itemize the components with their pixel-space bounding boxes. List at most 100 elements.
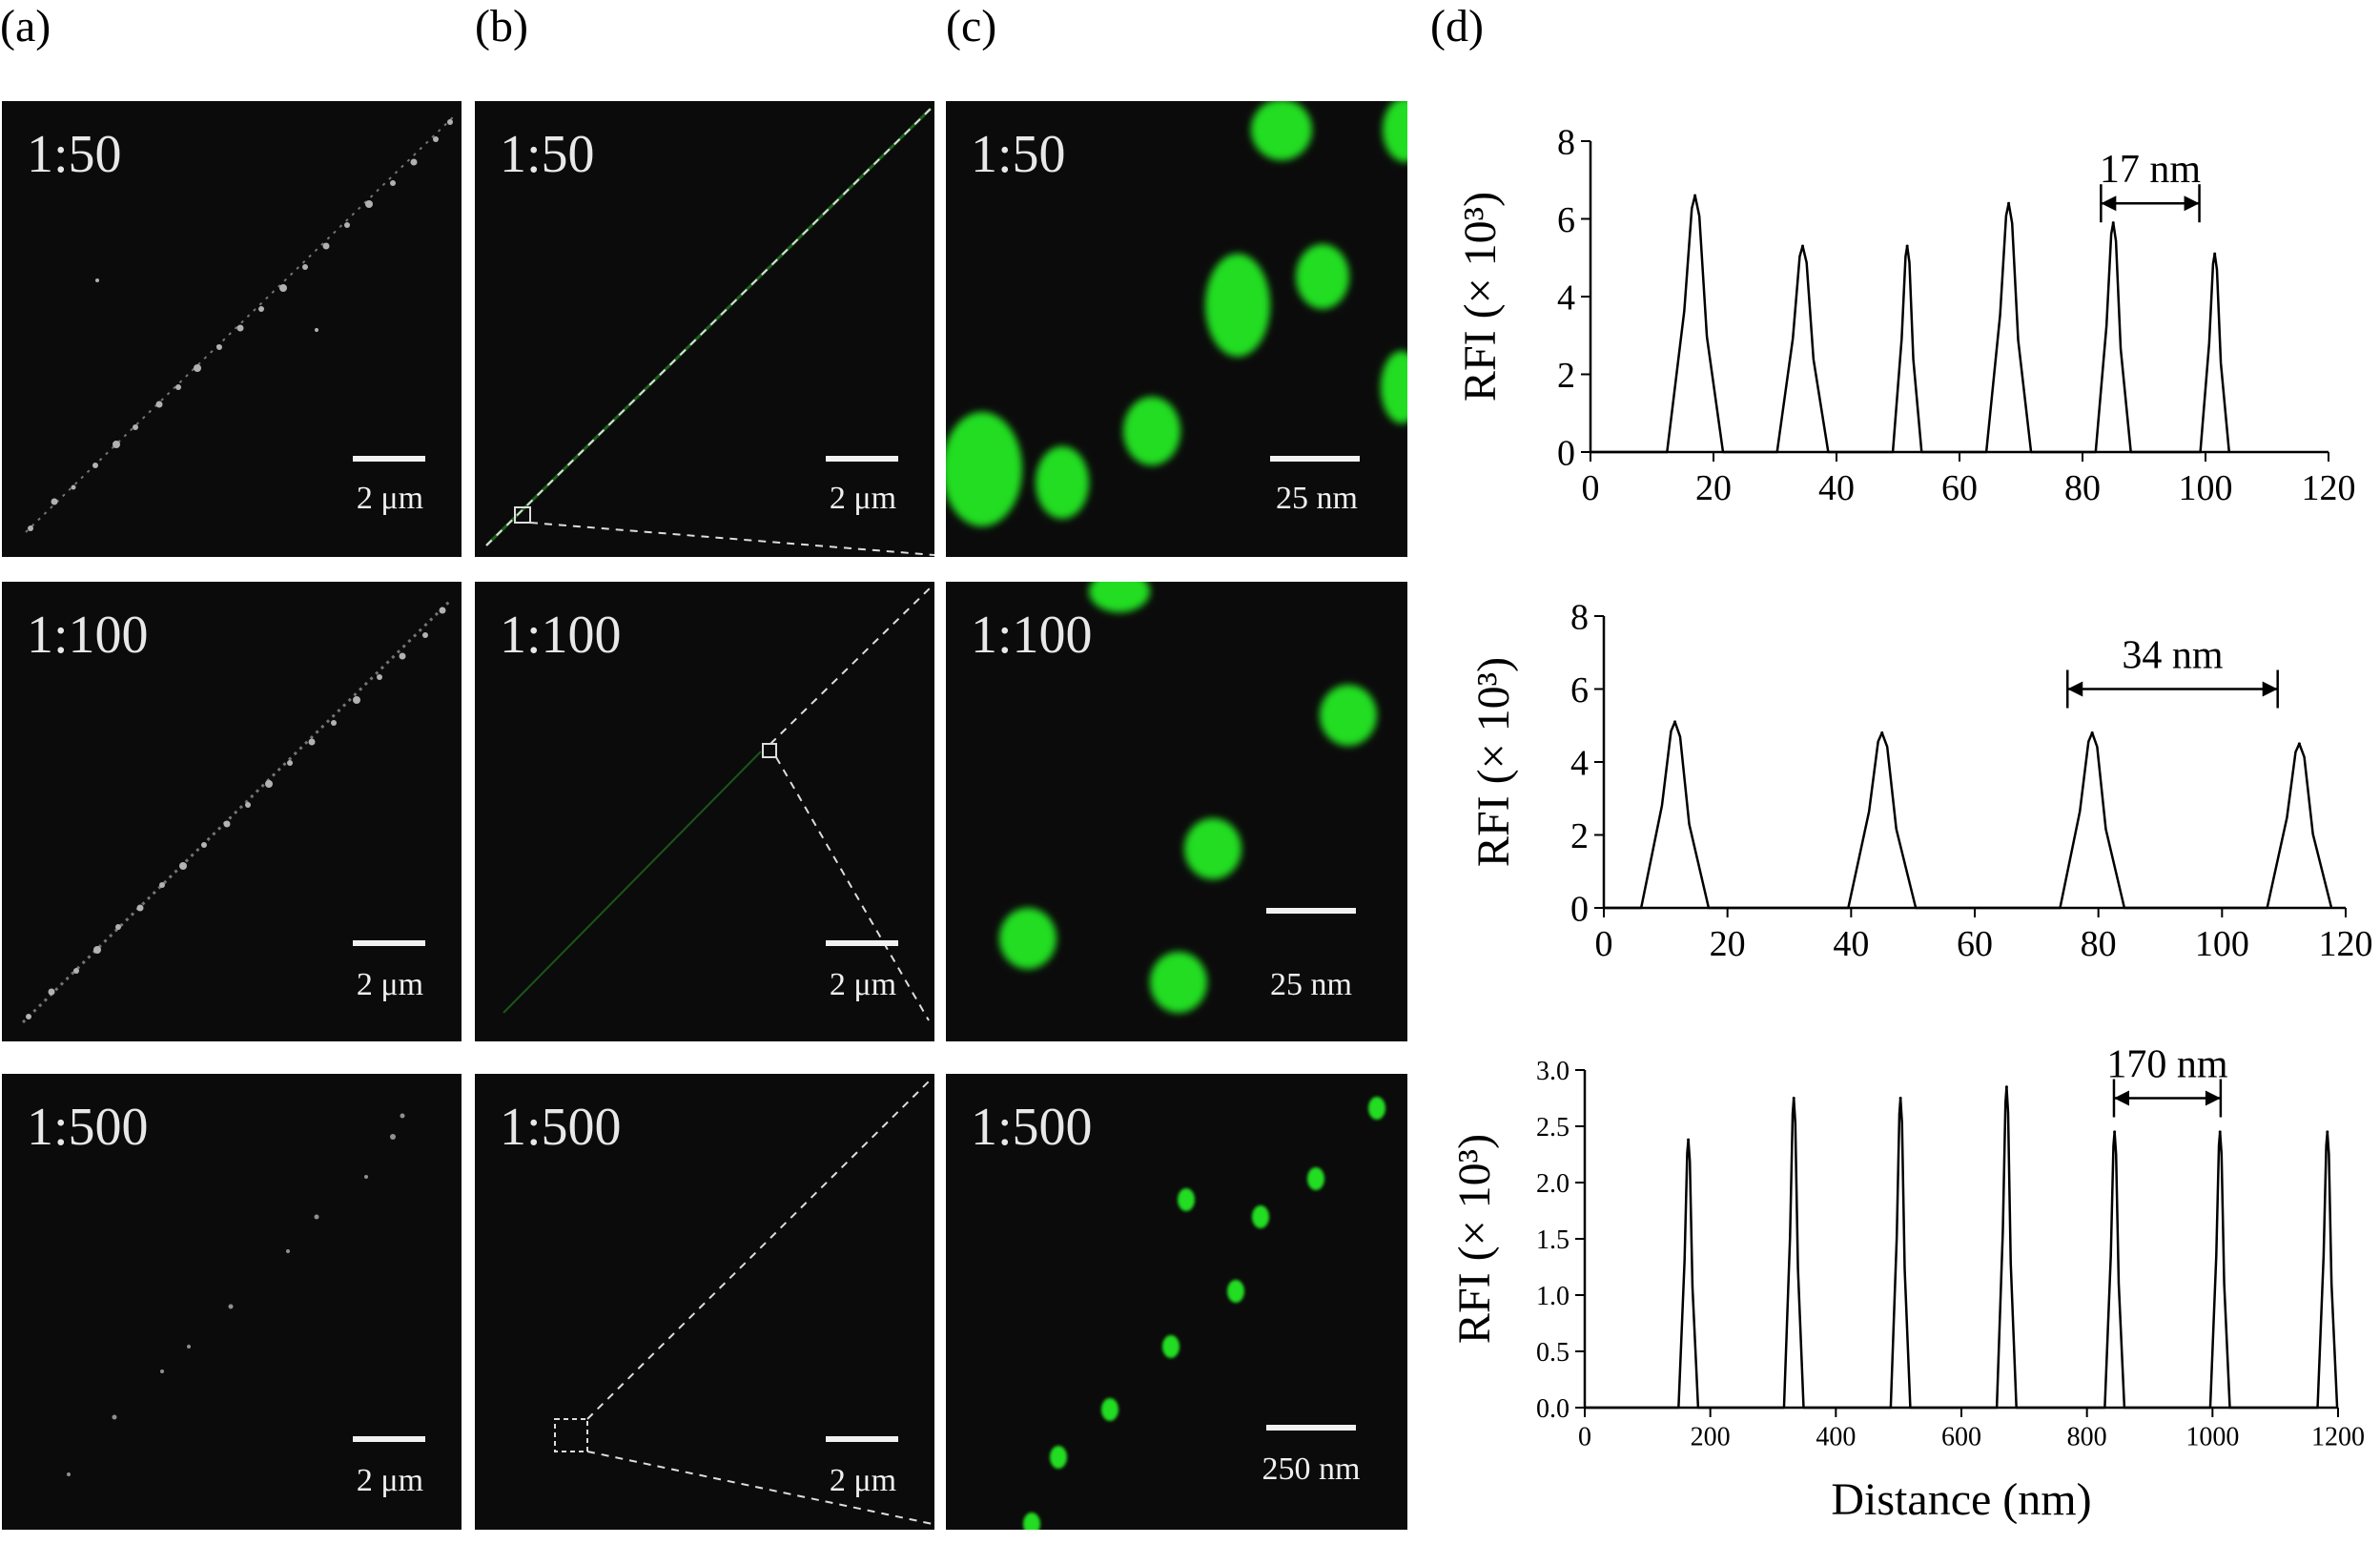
peak-point — [2113, 1130, 2117, 1134]
y-tick-label: 1.0 — [1536, 1282, 1570, 1311]
x-tick-label: 80 — [2081, 924, 2117, 964]
y-tick-label: 2.0 — [1536, 1169, 1570, 1199]
spacing-label: 170 nm — [2106, 1043, 2228, 1087]
peak-point — [1801, 244, 1805, 248]
image-b-1-100: 1:100 2 μm — [475, 582, 934, 1041]
x-tick-label: 60 — [1957, 924, 1993, 964]
panel-label-a: (a) — [0, 1, 51, 51]
x-tick-label: 600 — [1941, 1422, 1981, 1451]
green-dots — [1023, 1097, 1385, 1530]
scale-bar — [1266, 1425, 1356, 1431]
x-tick-label: 40 — [1833, 924, 1869, 964]
spacing-label: 34 nm — [2122, 634, 2224, 678]
ratio-label: 1:100 — [500, 606, 622, 665]
fiber-zoom-overlay — [554, 1077, 934, 1525]
y-tick-label: 0.5 — [1536, 1338, 1570, 1368]
image-b-1-50: 1:50 2 μm — [475, 101, 934, 557]
arrow-head-right — [2205, 1090, 2221, 1106]
scale-bar — [826, 1436, 898, 1442]
arrow-head-left — [2113, 1090, 2129, 1106]
intensity-profile — [1604, 720, 2333, 910]
peak-point — [1905, 244, 1909, 248]
scale-label: 25 nm — [1270, 967, 1352, 1002]
peak-point — [1880, 731, 1884, 734]
image-a-1-50: 1:50 2 μm — [2, 101, 462, 557]
scale-label: 2 μm — [829, 481, 897, 516]
scale-bar — [826, 456, 898, 462]
fiber-zoom-overlay — [484, 107, 934, 556]
image-c-1-500: 1:500 250 nm — [946, 1074, 1407, 1530]
peak-point — [2111, 221, 2115, 225]
ratio-label: 1:50 — [500, 125, 595, 184]
image-a-1-500: 1:500 2 μm — [2, 1074, 462, 1530]
y-tick-label: 4 — [1557, 278, 1575, 318]
arrow-head-right — [2184, 196, 2200, 212]
ratio-label: 1:500 — [971, 1098, 1093, 1157]
y-tick-label: 2 — [1557, 356, 1575, 396]
image-a-1-100: 1:100 2 μm — [2, 582, 462, 1041]
fiber-strand — [67, 1113, 405, 1476]
scale-label: 25 nm — [1276, 481, 1358, 516]
arrow-head-right — [2262, 681, 2278, 697]
rfi-chart-1-500: 0.0 0.5 1.0 1.5 2.0 2.5 3.0 0 200 400 600 800 1000 12… — [1449, 1043, 2365, 1526]
y-tick-label: 3.0 — [1536, 1057, 1570, 1086]
y-tick-label: 0 — [1570, 889, 1589, 929]
green-dots — [946, 101, 1407, 526]
spacing-label: 17 nm — [2100, 148, 2202, 192]
peak-point — [1673, 720, 1677, 724]
y-tick-label: 1.5 — [1536, 1225, 1570, 1255]
x-tick-label: 80 — [2064, 468, 2101, 508]
ratio-label: 1:500 — [27, 1098, 149, 1157]
y-tick-label: 6 — [1557, 200, 1575, 240]
ratio-label: 1:100 — [971, 606, 1093, 665]
x-tick-label: 40 — [1818, 468, 1855, 508]
peak-point — [2297, 742, 2301, 746]
ratio-label: 1:500 — [500, 1098, 622, 1157]
y-tick-label: 0.0 — [1536, 1394, 1570, 1424]
peak-point — [2007, 201, 2011, 205]
scale-label: 2 μm — [829, 1463, 897, 1498]
image-c-1-50: 1:50 25 nm — [946, 101, 1407, 557]
x-tick-label: 60 — [1941, 468, 1978, 508]
scale-bar — [353, 1436, 425, 1442]
panel-label-d: (d) — [1430, 1, 1484, 51]
x-tick-label: 100 — [2195, 924, 2249, 964]
ratio-label: 1:50 — [971, 125, 1066, 184]
x-tick-label: 0 — [1595, 924, 1613, 964]
fiber-zoom-overlay — [503, 585, 934, 1021]
peak-point — [2004, 1085, 2008, 1089]
x-axis-label: Distance (nm) — [1831, 1474, 2091, 1525]
y-axis-label: RFI (× 10³) — [1449, 1134, 1500, 1344]
arrow-head-left — [2067, 681, 2083, 697]
y-tick-label: 4 — [1570, 743, 1589, 783]
x-tick-label: 20 — [1710, 924, 1746, 964]
y-tick-label: 6 — [1570, 670, 1589, 710]
x-tick-label: 120 — [2319, 924, 2373, 964]
peak-point — [2218, 1130, 2222, 1134]
peak-point — [1792, 1097, 1795, 1100]
scale-bar — [1266, 908, 1356, 914]
scale-bar — [1270, 456, 1360, 462]
y-tick-label: 2.5 — [1536, 1113, 1570, 1143]
y-tick-label: 0 — [1557, 433, 1575, 473]
x-tick-label: 1000 — [2185, 1422, 2239, 1451]
scale-bar — [353, 940, 425, 946]
x-tick-label: 100 — [2179, 468, 2233, 508]
green-dots — [999, 582, 1377, 1013]
panel-label-b: (b) — [475, 1, 528, 51]
x-tick-label: 400 — [1816, 1422, 1856, 1451]
x-tick-label: 120 — [2302, 468, 2356, 508]
x-tick-label: 0 — [1582, 468, 1600, 508]
y-tick-label: 8 — [1557, 122, 1575, 162]
scale-label: 2 μm — [829, 967, 897, 1002]
peak-point — [1898, 1097, 1902, 1100]
image-b-1-500: 1:500 2 μm — [475, 1074, 934, 1530]
y-axis-label: RFI (× 10³) — [1455, 192, 1506, 401]
arrow-head-left — [2101, 196, 2117, 212]
scale-bar — [826, 940, 898, 946]
fiber-strand — [21, 599, 452, 1024]
panel-label-c: (c) — [946, 1, 997, 51]
peak-point — [2090, 731, 2094, 734]
